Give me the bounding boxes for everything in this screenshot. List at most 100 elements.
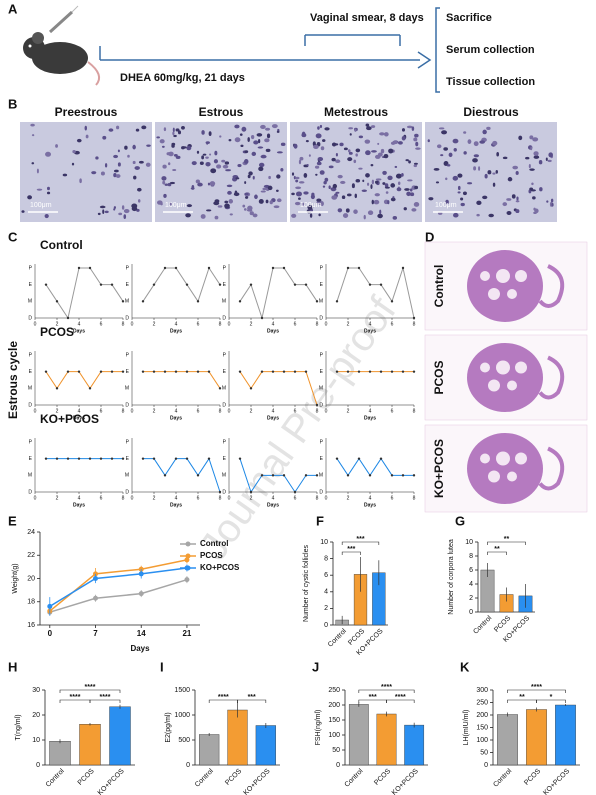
cell [161,145,165,148]
cell [384,186,390,189]
cell [55,144,58,148]
cycle-point [401,370,405,373]
legend-label: KO+PCOS [200,563,240,572]
cell [379,209,382,215]
x-tick-label: Control [492,767,513,788]
cycle-point [163,370,167,373]
y-tick-label: P [223,265,227,271]
cell [136,208,140,212]
follicle [515,270,527,282]
cell [62,173,68,177]
follicle [496,451,510,466]
cell [529,135,534,140]
cell [337,174,343,179]
cell [525,156,530,160]
cycle-point [88,387,92,390]
x-axis-label: Days [364,328,376,334]
panel-letter: B [8,96,17,111]
significance-bracket [237,699,267,703]
cell [401,135,406,141]
cell [452,175,459,181]
histology-image [424,241,588,331]
y-tick-label: 6 [324,572,328,579]
y-tick-label: 20 [32,712,40,719]
cell [322,139,326,143]
cell [134,166,140,170]
cell [162,180,166,185]
y-tick-label: D [125,489,129,495]
cycle-line [45,267,124,320]
cell [132,144,136,150]
cell [104,163,108,168]
cell [177,130,182,135]
significance-bracket [341,551,361,555]
cell [21,210,25,213]
x-tick-label: 0 [131,321,134,327]
cycle-point [99,283,103,286]
cell [265,127,271,131]
cell [457,191,461,194]
cycle-point [99,370,103,373]
cell [99,205,106,209]
cycle-point [141,300,145,303]
cell [169,181,175,185]
cell [518,135,523,141]
bar [227,709,248,766]
cycle-point [271,474,275,477]
cell [335,152,338,157]
x-axis-label: Days [170,328,182,334]
cell [159,139,165,144]
y-tick-label: 10 [465,539,473,546]
cell [138,160,144,164]
x-tick-label: 0 [34,495,37,501]
series-line [49,567,188,608]
significance-bracket [507,689,566,693]
cycle-point [293,283,297,286]
y-tick-label: E [320,282,324,288]
cycle-point [99,457,103,460]
cycle-point [110,283,114,286]
x-tick-label: 2 [56,408,59,414]
micrograph [20,122,152,222]
cell [27,195,32,200]
y-tick-label: P [320,265,324,271]
cell [370,164,374,167]
x-tick-label: KO+PCOS [542,768,571,795]
panel-letter: A [8,1,18,16]
cell [371,150,377,153]
cycle-line [239,371,318,406]
cell [114,169,119,173]
cell [375,178,382,181]
stage-label: Diestrous [463,105,519,119]
cell [367,210,374,216]
cell [367,182,370,186]
cell [240,144,244,148]
cell [225,169,232,172]
cycle-point [401,474,405,477]
y-tick-label: 1500 [174,687,190,694]
y-axis-label: LH(mIU/ml) [463,710,470,746]
significance-label: ** [494,546,500,553]
cell [237,163,242,168]
cell [166,152,171,156]
cell [448,152,453,158]
cell [307,204,314,210]
x-tick-label: 6 [391,321,394,327]
y-tick-label: E [223,369,227,375]
y-tick-label: 500 [178,737,190,744]
y-tick-label: D [28,315,32,321]
cell [354,128,357,132]
cell [348,151,353,155]
x-tick-label: 8 [316,321,319,327]
cycle-point [66,370,70,373]
cell [172,127,175,133]
x-tick-label: 6 [294,495,297,501]
cell [335,191,340,194]
cell [532,137,539,142]
follicle [496,269,510,283]
cell [280,168,284,172]
cell [168,202,173,206]
cell [506,198,512,201]
cell [463,131,467,134]
cell [115,174,121,178]
